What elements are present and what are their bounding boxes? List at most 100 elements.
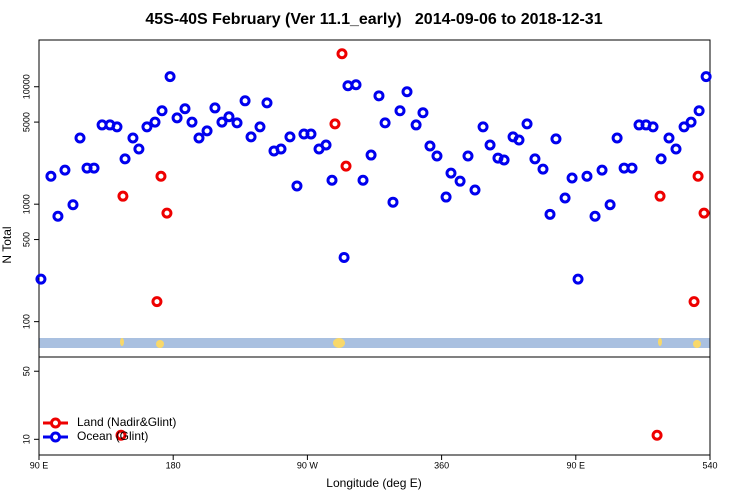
y-tick-label: 500 [21, 232, 31, 247]
point [117, 190, 129, 202]
legend-marker [50, 431, 61, 443]
point [572, 273, 584, 285]
x-tick-label: 360 [434, 460, 449, 470]
point [688, 296, 700, 308]
point [59, 164, 71, 176]
x-tick-label: 90 E [30, 460, 49, 470]
point [692, 170, 704, 182]
point [326, 174, 338, 186]
point [424, 140, 436, 152]
point [88, 162, 100, 174]
point [231, 117, 243, 129]
point [498, 154, 510, 166]
y-tick-label: 5000 [21, 112, 31, 132]
legend-label: Land (Nadir&Glint) [77, 415, 176, 429]
point [223, 111, 235, 123]
point [305, 128, 317, 140]
point [410, 119, 422, 131]
point [156, 105, 168, 117]
point [67, 199, 79, 211]
point [654, 190, 666, 202]
point [340, 160, 352, 172]
point [647, 121, 659, 133]
point [445, 167, 457, 179]
point [589, 210, 601, 222]
point [291, 180, 303, 192]
point [537, 163, 549, 175]
point [670, 143, 682, 155]
point [127, 132, 139, 144]
bottom-frame [38, 356, 711, 456]
point [566, 172, 578, 184]
point [454, 175, 466, 187]
x-tick-label: 90 E [567, 460, 586, 470]
point [133, 143, 145, 155]
point [115, 429, 127, 441]
point [521, 118, 533, 130]
point [193, 132, 205, 144]
point [155, 170, 167, 182]
point [663, 132, 675, 144]
point [469, 184, 481, 196]
y-tick-label: 1000 [21, 194, 31, 214]
point [52, 210, 64, 222]
point [379, 117, 391, 129]
point [431, 150, 443, 162]
y-tick-label: 100 [21, 314, 31, 329]
point [284, 131, 296, 143]
point [336, 48, 348, 60]
point [365, 149, 377, 161]
point [417, 107, 429, 119]
point [678, 121, 690, 133]
point [581, 170, 593, 182]
point [338, 251, 350, 263]
point [462, 150, 474, 162]
point [201, 125, 213, 137]
point [559, 192, 571, 204]
point [357, 174, 369, 186]
point [119, 153, 131, 165]
point [484, 139, 496, 151]
point [685, 116, 697, 128]
point [440, 191, 452, 203]
x-tick-label: 540 [702, 460, 717, 470]
point [216, 116, 228, 128]
point [401, 86, 413, 98]
point [350, 79, 362, 91]
point [141, 121, 153, 133]
point [700, 71, 712, 83]
x-axis-label: Longitude (deg E) [326, 476, 421, 490]
top-frame [38, 39, 711, 358]
y-tick-label: 50 [21, 366, 31, 376]
point [604, 199, 616, 211]
x-tick-label: 180 [166, 460, 181, 470]
point [149, 116, 161, 128]
point [477, 121, 489, 133]
point [329, 118, 341, 130]
legend-marker [50, 417, 61, 429]
surface-strip [39, 338, 710, 348]
y-axis-label: N Total [0, 226, 14, 263]
point [45, 170, 57, 182]
legend-label: Ocean (Glint) [77, 429, 148, 443]
y-tick-label: 10000 [21, 74, 31, 99]
point [151, 296, 163, 308]
point [529, 153, 541, 165]
point [74, 132, 86, 144]
point [161, 207, 173, 219]
point [179, 103, 191, 115]
point [394, 105, 406, 117]
point [698, 207, 710, 219]
point [261, 97, 273, 109]
point [626, 162, 638, 174]
point [387, 196, 399, 208]
point [320, 139, 332, 151]
point [245, 131, 257, 143]
chart-title: 45S-40S February (Ver 11.1_early) 2014-0… [145, 11, 602, 28]
point [111, 121, 123, 133]
point [254, 121, 266, 133]
point [171, 112, 183, 124]
point [596, 164, 608, 176]
point [544, 208, 556, 220]
